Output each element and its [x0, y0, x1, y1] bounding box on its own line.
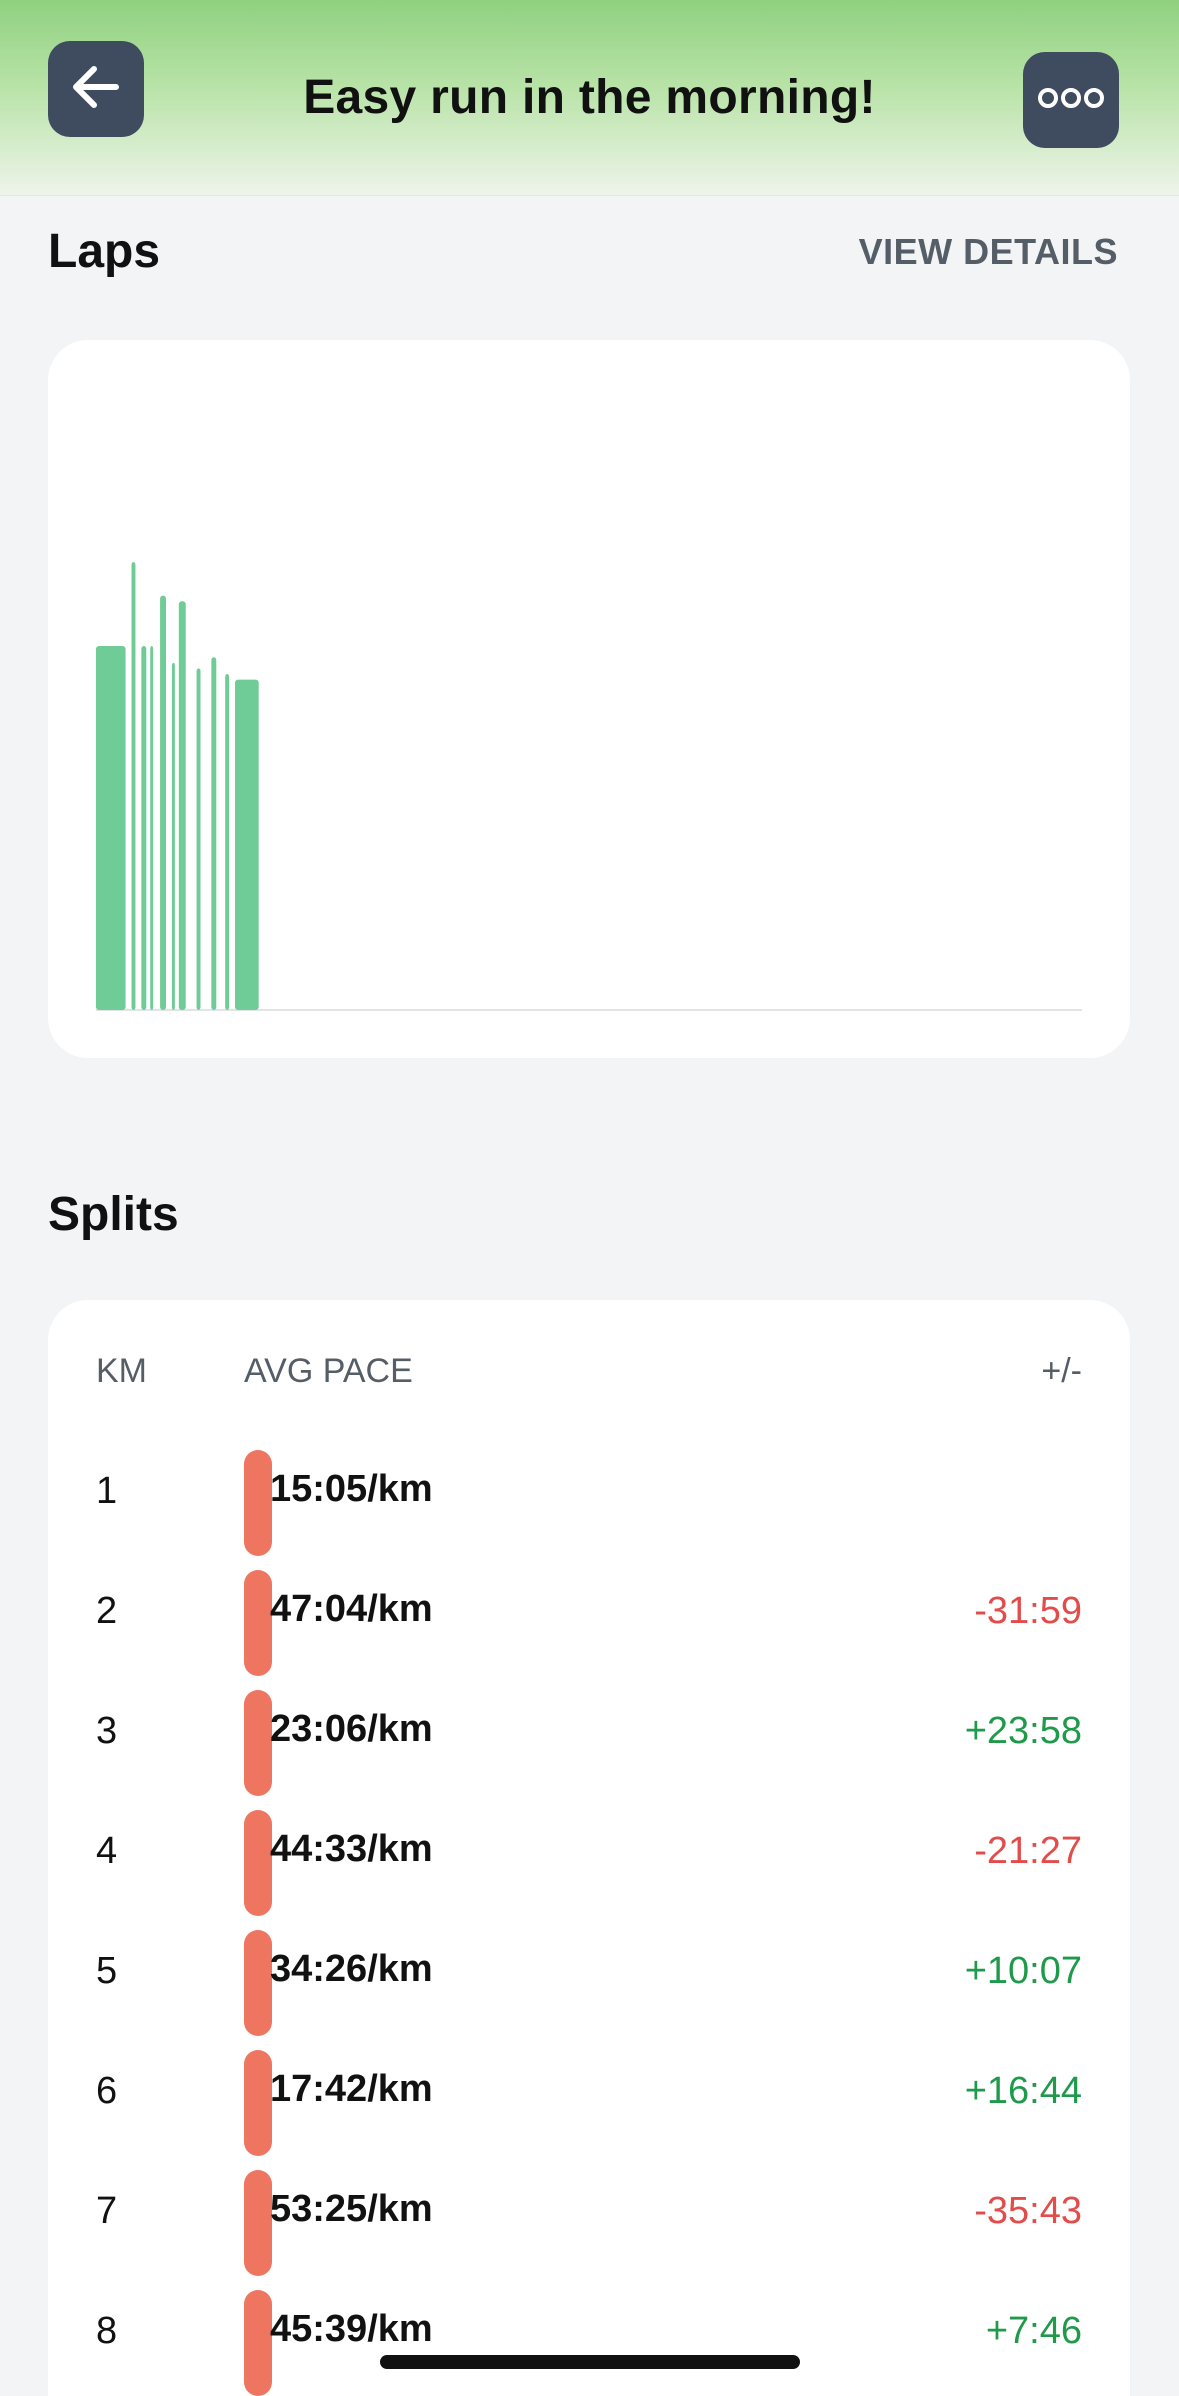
- split-pace: 44:33/km: [270, 1828, 433, 1870]
- split-km: 2: [96, 1590, 118, 1632]
- pace-bar: [244, 2290, 272, 2396]
- split-km: 6: [96, 2070, 118, 2112]
- splits-title: Splits: [48, 1188, 179, 1241]
- header-bar: Easy run in the morning!: [0, 0, 1179, 196]
- lap-bar-10: [225, 674, 230, 1010]
- more-options-button[interactable]: [1023, 52, 1119, 148]
- lap-bar-9: [211, 657, 217, 1010]
- lap-bar-5: [160, 595, 167, 1010]
- split-km: 7: [96, 2190, 118, 2232]
- split-row: 8 45:39/km +7:46: [48, 2276, 1130, 2396]
- split-pace: 15:05/km: [270, 1468, 433, 1510]
- page-title: Easy run in the morning!: [303, 71, 876, 124]
- split-km: 8: [96, 2310, 118, 2352]
- split-diff: +7:46: [985, 2310, 1082, 2352]
- split-pace: 34:26/km: [270, 1948, 433, 1990]
- lap-bar-7: [178, 601, 186, 1010]
- arrow-left-icon: [66, 57, 126, 122]
- lap-bar-3: [141, 646, 147, 1010]
- split-diff: +10:07: [964, 1950, 1082, 1992]
- lap-bar-11: [235, 679, 259, 1010]
- pace-bar: [244, 1930, 272, 2036]
- split-row: 6 17:42/km +16:44: [48, 2036, 1130, 2156]
- split-row: 5 34:26/km +10:07: [48, 1916, 1130, 2036]
- split-km: 4: [96, 1830, 118, 1872]
- more-dots-icon: [1036, 83, 1106, 118]
- laps-bar-chart: [96, 562, 1082, 1011]
- split-row: 1 15:05/km: [48, 1436, 1130, 1556]
- lap-bar-4: [150, 646, 154, 1010]
- split-km: 5: [96, 1950, 118, 1992]
- split-row: 3 23:06/km +23:58: [48, 1676, 1130, 1796]
- pace-bar: [244, 1690, 272, 1796]
- splits-card: [48, 1300, 1130, 2396]
- km-column-header: KM: [96, 1352, 147, 1390]
- lap-bar-2: [131, 562, 136, 1010]
- split-diff: -21:27: [974, 1830, 1082, 1872]
- split-pace: 47:04/km: [270, 1588, 433, 1630]
- pace-bar: [244, 2050, 272, 2156]
- pace-bar: [244, 1810, 272, 1916]
- split-row: 7 53:25/km -35:43: [48, 2156, 1130, 2276]
- split-pace: 53:25/km: [270, 2188, 433, 2230]
- pace-bar: [244, 2170, 272, 2276]
- back-button[interactable]: [48, 41, 144, 137]
- split-diff: -31:59: [974, 1590, 1082, 1632]
- avg-pace-column-header: AVG PACE: [244, 1352, 413, 1390]
- split-pace: 17:42/km: [270, 2068, 433, 2110]
- lap-bar-8: [196, 668, 201, 1010]
- lap-bar-1: [96, 646, 126, 1010]
- laps-title: Laps: [48, 225, 161, 278]
- split-km: 1: [96, 1470, 118, 1512]
- home-indicator: [380, 2355, 800, 2369]
- split-row: 4 44:33/km -21:27: [48, 1796, 1130, 1916]
- split-diff: +16:44: [964, 2070, 1082, 2112]
- split-diff: +23:58: [964, 1710, 1082, 1752]
- split-km: 3: [96, 1710, 118, 1752]
- pace-bar: [244, 1570, 272, 1676]
- diff-column-header: +/-: [1041, 1352, 1082, 1390]
- pace-bar: [244, 1450, 272, 1556]
- view-details-link[interactable]: VIEW DETAILS: [858, 231, 1118, 272]
- split-row: 2 47:04/km -31:59: [48, 1556, 1130, 1676]
- lap-bar-6: [171, 662, 175, 1010]
- split-diff: -35:43: [974, 2190, 1082, 2232]
- split-pace: 23:06/km: [270, 1708, 433, 1750]
- split-pace: 45:39/km: [270, 2308, 433, 2350]
- laps-chart-card: [48, 340, 1130, 1058]
